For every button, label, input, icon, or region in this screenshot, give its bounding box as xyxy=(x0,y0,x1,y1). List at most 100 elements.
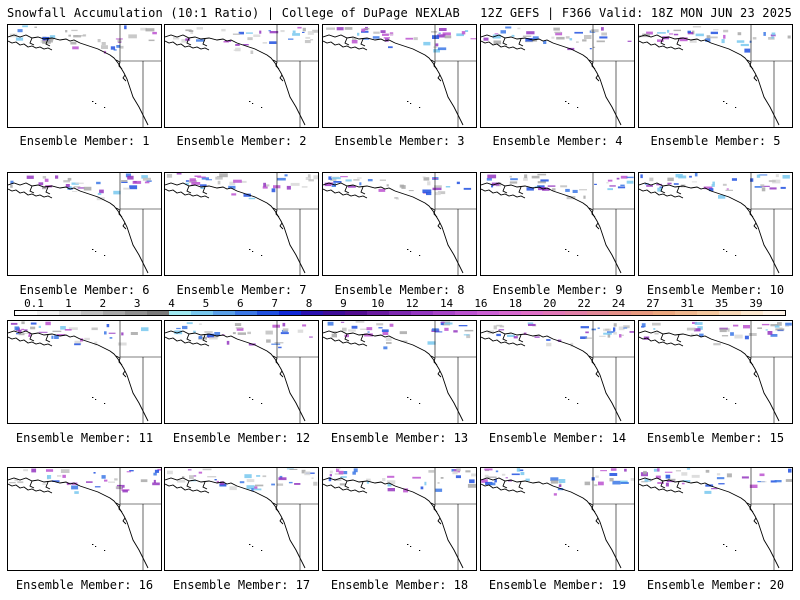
map-outline xyxy=(481,173,634,275)
colorbar-swatch xyxy=(719,311,741,315)
colorbar-tick-label: 10 xyxy=(371,297,385,310)
ensemble-member-caption: Ensemble Member: 14 xyxy=(488,431,627,445)
ensemble-member-caption: Ensemble Member: 7 xyxy=(176,283,307,297)
ensemble-map-panel xyxy=(164,172,319,276)
colorbar-swatch xyxy=(653,311,675,315)
ensemble-member-caption: Ensemble Member: 13 xyxy=(330,431,469,445)
snowfall-shading xyxy=(641,321,792,346)
colorbar-swatch xyxy=(125,311,147,315)
map-outline xyxy=(165,173,318,275)
ensemble-map-panel xyxy=(7,320,162,424)
snowfall-shading xyxy=(328,468,476,493)
ensemble-member-caption: Ensemble Member: 3 xyxy=(334,134,465,148)
ensemble-member-caption: Ensemble Member: 4 xyxy=(492,134,623,148)
ensemble-member-caption: Ensemble Member: 8 xyxy=(334,283,465,297)
snowfall-shading xyxy=(640,468,792,494)
colorbar-tick-label: 0.1 xyxy=(24,297,44,310)
colorbar-swatch xyxy=(543,311,565,315)
map-outline xyxy=(639,321,792,423)
colorbar-swatch xyxy=(59,311,81,315)
ensemble-member-caption: Ensemble Member: 10 xyxy=(646,283,785,297)
ensemble-map-panel xyxy=(638,24,793,128)
colorbar-swatch xyxy=(675,311,697,315)
ensemble-map-panel xyxy=(480,320,635,424)
map-outline xyxy=(8,173,161,275)
chart-title: Snowfall Accumulation (10:1 Ratio) | Col… xyxy=(7,6,460,20)
ensemble-member-caption: Ensemble Member: 20 xyxy=(646,578,785,592)
colorbar-swatch xyxy=(411,311,433,315)
map-outline xyxy=(639,173,792,275)
colorbar-tick-label: 39 xyxy=(749,297,763,310)
colorbar-tick-label: 7 xyxy=(271,297,278,310)
ensemble-member-caption: Ensemble Member: 9 xyxy=(492,283,623,297)
colorbar-tick-label: 22 xyxy=(577,297,591,310)
ensemble-map-panel xyxy=(480,467,635,571)
ensemble-map-panel xyxy=(638,467,793,571)
ensemble-member-caption: Ensemble Member: 11 xyxy=(15,431,154,445)
map-outline xyxy=(481,321,634,423)
ensemble-member-caption: Ensemble Member: 1 xyxy=(19,134,150,148)
colorbar-tick-label: 24 xyxy=(611,297,626,310)
map-outline xyxy=(323,321,476,423)
colorbar-swatch xyxy=(323,311,345,315)
ensemble-member-caption: Ensemble Member: 18 xyxy=(330,578,469,592)
colorbar-swatch xyxy=(81,311,103,315)
snowfall-shading xyxy=(173,26,318,54)
map-outline xyxy=(8,468,161,570)
map-outline xyxy=(165,321,318,423)
colorbar-tick-label: 20 xyxy=(543,297,557,310)
ensemble-member-caption: Ensemble Member: 12 xyxy=(172,431,311,445)
colorbar-tick-label: 27 xyxy=(646,297,660,310)
colorbar-swatch xyxy=(147,311,169,315)
map-outline xyxy=(639,468,792,570)
colorbar-swatch xyxy=(235,311,257,315)
colorbar-swatches xyxy=(14,310,786,316)
colorbar-swatch xyxy=(455,311,477,315)
map-outline xyxy=(8,25,161,127)
colorbar-tick-label: 1 xyxy=(65,297,72,310)
colorbar-swatch xyxy=(257,311,279,315)
colorbar-tick-label: 2 xyxy=(99,297,107,310)
ensemble-map-panel xyxy=(322,467,477,571)
colorbar-swatch xyxy=(15,311,37,315)
ensemble-member-caption: Ensemble Member: 15 xyxy=(646,431,785,445)
colorbar-tick-label: 18 xyxy=(508,297,522,310)
snowfall-shading xyxy=(639,26,791,53)
ensemble-map-panel xyxy=(480,172,635,276)
colorbar-tick-label: 9 xyxy=(340,297,347,310)
ensemble-member-caption: Ensemble Member: 16 xyxy=(15,578,154,592)
colorbar-swatch xyxy=(213,311,235,315)
ensemble-map-panel xyxy=(164,320,319,424)
ensemble-map-panel xyxy=(164,24,319,128)
snowfall-shading xyxy=(10,321,149,346)
snowfall-shading xyxy=(167,468,318,492)
snowfall-colorbar: 0.1 1 2 3 4 5 6 7 8 9 10 12 14 16 18 20 22 24 27 31 35 39 xyxy=(14,297,786,318)
ensemble-member-caption: Ensemble Member: 6 xyxy=(19,283,150,297)
ensemble-map-panel xyxy=(7,172,162,276)
map-outline xyxy=(481,25,634,127)
colorbar-tick-label: 5 xyxy=(202,297,210,310)
colorbar-swatch xyxy=(521,311,543,315)
map-outline xyxy=(639,25,792,127)
snowfall-shading xyxy=(326,26,476,53)
snowfall-shading xyxy=(166,173,318,200)
colorbar-tick-label: 3 xyxy=(133,297,141,310)
run-valid-time: 12Z GEFS | F366 Valid: 18Z MON JUN 23 20… xyxy=(480,6,792,20)
colorbar-swatch xyxy=(367,311,389,315)
snowfall-shading xyxy=(483,26,632,51)
map-outline xyxy=(481,468,634,570)
map-outline xyxy=(323,25,476,127)
ensemble-member-caption: Ensemble Member: 19 xyxy=(488,578,627,592)
colorbar-tick-label: 35 xyxy=(714,297,729,310)
snowfall-shading xyxy=(481,468,634,496)
colorbar-swatch xyxy=(763,311,785,315)
map-outline xyxy=(165,468,318,570)
colorbar-swatch xyxy=(191,311,213,315)
ensemble-map-panel xyxy=(638,320,793,424)
map-outline xyxy=(165,25,318,127)
colorbar-swatch xyxy=(301,311,323,315)
colorbar-swatch xyxy=(631,311,653,315)
colorbar-tick-label: 8 xyxy=(305,297,313,310)
colorbar-tick-label: 12 xyxy=(405,297,419,310)
ensemble-map-panel xyxy=(322,172,477,276)
